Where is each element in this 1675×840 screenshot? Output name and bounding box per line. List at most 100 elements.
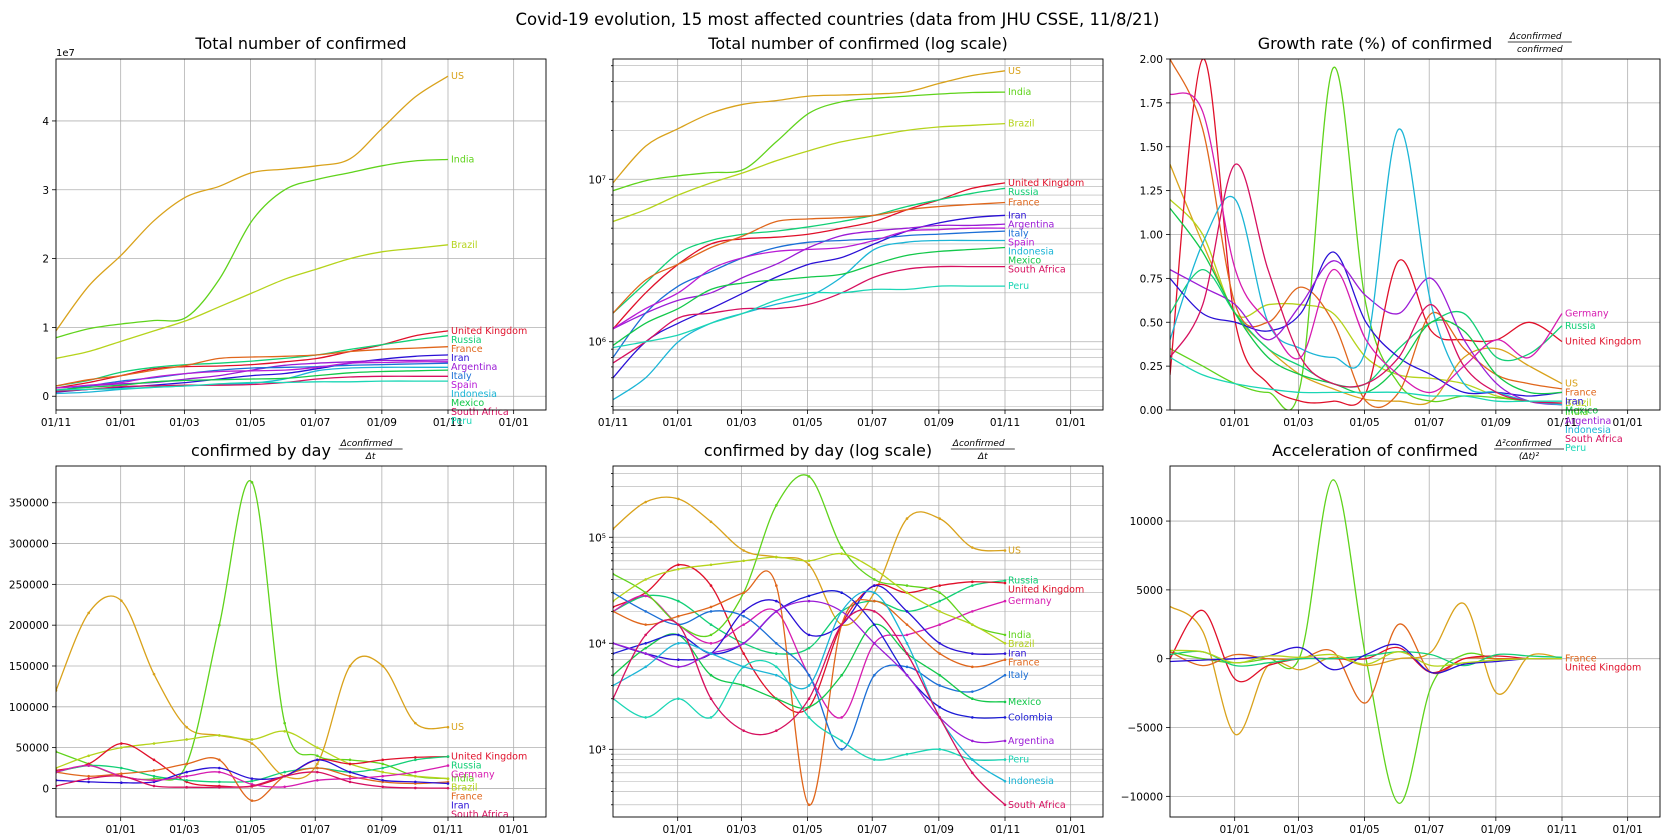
y-tick-label: 10⁶: [588, 337, 606, 349]
series-group: [1170, 479, 1563, 804]
data-point-us: [446, 725, 450, 729]
series-line-united-kingdom: [613, 182, 1006, 330]
series-line-us: [56, 595, 449, 780]
data-point-peru: [840, 739, 843, 743]
x-tick-label: 01/01: [1613, 824, 1643, 836]
y-tick-label: 0.25: [1140, 361, 1163, 373]
data-point-brazil: [381, 770, 384, 774]
data-point-russia: [775, 652, 778, 655]
panel-title: Acceleration of confirmed: [1272, 441, 1478, 460]
data-point-colombia: [840, 591, 843, 595]
data-point-brazil: [905, 591, 909, 595]
x-tick-label: 01/05: [1349, 824, 1379, 836]
x-tick-label: 01/01: [1613, 417, 1643, 429]
data-point-us: [742, 549, 745, 552]
data-point-argentina: [742, 641, 745, 645]
series-end-label-france: France: [451, 344, 483, 355]
data-point-south-africa: [775, 729, 778, 732]
series-end-label-peru: Peru: [451, 416, 472, 427]
series-end-label-italy: Italy: [1008, 670, 1029, 681]
data-point-italy: [775, 641, 778, 645]
series-line-south-africa: [613, 265, 1005, 364]
panel-title: Total number of confirmed (log scale): [707, 34, 1007, 53]
series-end-label-brazil: Brazil: [1008, 639, 1035, 650]
y-tick-label: 350000: [9, 498, 49, 510]
data-point-iran: [87, 780, 90, 784]
data-point-colombia: [1003, 716, 1007, 719]
y-tick-label: 2.00: [1140, 54, 1163, 66]
data-point-iran: [971, 652, 974, 655]
data-point-brazil: [971, 623, 974, 626]
series-line-peru: [613, 285, 1005, 349]
data-point-peru: [905, 752, 909, 756]
series-line-france: [613, 201, 1006, 314]
x-tick-label: 01/03: [169, 824, 199, 836]
data-point-united-kingdom: [152, 758, 156, 762]
chart-panel-3: Growth rate (%) of confirmed Δconfirmed co…: [1140, 32, 1661, 454]
series-line-brazil: [1170, 649, 1563, 667]
data-point-south-africa: [348, 780, 352, 784]
data-point-germany: [381, 774, 384, 778]
series-end-label-indonesia: Indonesia: [1008, 246, 1054, 257]
data-point-russia: [414, 758, 417, 762]
y-tick-label: 10⁴: [588, 638, 606, 650]
data-point-indonesia: [840, 610, 843, 613]
series-end-label-south-africa: South Africa: [451, 810, 509, 821]
y-tick-label: 50000: [16, 743, 49, 755]
series-line-brazil: [56, 244, 449, 360]
panel-title-text: Total number of confirmed: [194, 34, 406, 53]
series-line-us: [56, 75, 449, 332]
data-point-iran: [905, 610, 909, 613]
data-point-germany: [348, 777, 352, 780]
data-point-russia: [381, 766, 384, 770]
series-line-argentina: [1170, 260, 1563, 406]
x-tick-label: 01/05: [792, 824, 822, 836]
y-tick-label: 5000: [1136, 585, 1163, 597]
x-tick-label: 01/11: [433, 417, 463, 429]
data-point-germany: [414, 770, 417, 774]
data-point-india: [1003, 633, 1007, 637]
data-point-france: [185, 762, 188, 766]
data-point-us: [120, 599, 123, 602]
data-point-france: [807, 803, 811, 807]
y-tick-label: 0.75: [1140, 273, 1163, 285]
series-end-label-france: France: [1008, 197, 1040, 208]
data-point-italy: [840, 748, 843, 751]
series-end-label-argentina: Argentina: [1008, 736, 1054, 747]
x-tick-label: 01/07: [300, 824, 330, 836]
title-formula-numerator: Δconfirmed: [1509, 32, 1562, 42]
data-point-russia: [677, 599, 680, 603]
data-point-india: [709, 633, 713, 637]
data-point-mexico: [775, 697, 778, 701]
x-tick-label: 01/07: [300, 417, 330, 429]
data-point-france: [218, 758, 221, 762]
y-tick-label: 200000: [9, 620, 49, 632]
panel-title: confirmed by day: [191, 441, 331, 460]
data-point-india: [807, 475, 811, 478]
data-point-colombia: [644, 641, 647, 645]
data-point-mexico: [1003, 700, 1007, 704]
data-point-united-kingdom: [709, 584, 713, 587]
x-tick-label: 01/11: [598, 417, 628, 429]
data-point-germany: [316, 778, 319, 782]
y-tick-label: 1.75: [1140, 98, 1163, 110]
series-end-label-peru: Peru: [1008, 281, 1029, 292]
data-point-us: [938, 517, 941, 520]
series-end-label-indonesia: Indonesia: [1008, 776, 1054, 787]
data-point-south-africa: [120, 774, 123, 778]
y-tick-label: 1.00: [1140, 230, 1163, 242]
series-end-label-mexico: Mexico: [1008, 697, 1041, 708]
x-tick-label: 01/03: [1283, 417, 1313, 429]
series-end-label-mexico: Mexico: [1565, 406, 1598, 417]
x-tick-label: 01/11: [1547, 417, 1577, 429]
data-point-india: [938, 591, 941, 595]
data-point-peru: [644, 716, 647, 719]
data-point-united-kingdom: [120, 742, 123, 745]
x-tick-label: 01/01: [1056, 417, 1086, 429]
data-point-iran: [938, 641, 941, 645]
series-line-iran: [56, 354, 449, 393]
data-point-germany: [905, 633, 909, 637]
data-point-germany: [446, 764, 450, 767]
y-tick-label: 150000: [9, 661, 49, 673]
